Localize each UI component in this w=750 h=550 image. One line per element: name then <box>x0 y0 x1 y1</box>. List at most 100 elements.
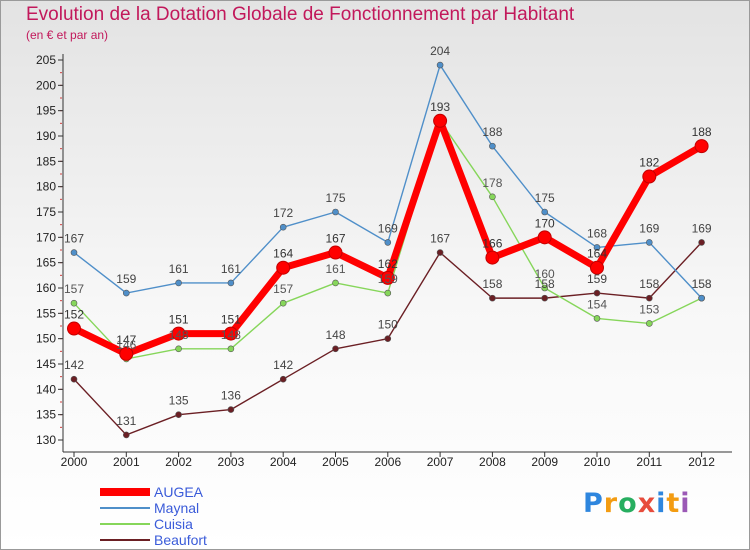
series-point-beaufort <box>698 239 705 246</box>
y-tick-label: 180 <box>36 180 56 194</box>
series-point-augea <box>171 326 186 341</box>
x-tick-label: 2003 <box>218 455 245 469</box>
data-label-beaufort: 158 <box>535 277 555 291</box>
chart-subtitle: (en € et par an) <box>26 28 109 42</box>
data-label-beaufort: 159 <box>587 272 607 286</box>
logo-letter: P <box>583 488 604 519</box>
series-point-augea <box>485 250 500 265</box>
series-point-maynal <box>279 223 287 231</box>
logo-letter: o <box>618 488 638 519</box>
legend-label-maynal: Maynal <box>154 500 200 516</box>
data-label-cuisia: 148 <box>221 328 241 342</box>
x-tick-label: 2012 <box>688 455 715 469</box>
series-point-cuisia <box>541 284 549 292</box>
y-tick-label: 190 <box>36 129 56 143</box>
series-point-augea <box>590 260 604 275</box>
series-point-augea <box>433 113 448 128</box>
logo-letter: t <box>666 488 681 519</box>
data-label-beaufort: 158 <box>482 277 502 291</box>
logo-letter: i <box>680 488 691 519</box>
series-point-augea <box>380 270 395 285</box>
series-point-maynal <box>593 244 601 251</box>
data-label-maynal: 169 <box>378 221 398 235</box>
data-label-maynal: 161 <box>221 262 241 276</box>
legend-label-augea: AUGEA <box>154 484 204 500</box>
legend-swatch-augea <box>100 488 150 496</box>
series-point-cuisia <box>332 279 339 287</box>
data-label-beaufort: 158 <box>639 277 659 291</box>
logo-letter: r <box>603 488 619 519</box>
data-label-cuisia: 193 <box>430 100 450 114</box>
data-label-augea: 151 <box>169 313 189 327</box>
y-tick-label: 170 <box>36 230 56 244</box>
x-tick-label: 2006 <box>374 455 401 469</box>
y-tick-label: 185 <box>36 154 56 168</box>
series-point-beaufort <box>645 294 653 302</box>
data-label-maynal: 169 <box>639 221 659 235</box>
series-point-augea <box>537 230 552 245</box>
legend-swatch-maynal <box>100 507 150 509</box>
x-tick-label: 2002 <box>165 455 192 469</box>
data-label-beaufort: 148 <box>325 328 345 342</box>
data-label-augea: 193 <box>430 100 450 114</box>
data-label-beaufort: 136 <box>221 389 241 403</box>
y-tick-label: 175 <box>36 205 56 219</box>
data-label-cuisia: 159 <box>378 272 398 286</box>
data-label-maynal: 188 <box>482 125 502 139</box>
legend-item-cuisia: Cuisia <box>100 516 300 532</box>
data-label-cuisia: 146 <box>116 338 136 352</box>
x-tick-label: 2009 <box>531 455 558 469</box>
data-label-cuisia: 148 <box>169 328 189 342</box>
data-label-maynal: 204 <box>430 44 450 58</box>
data-label-maynal: 172 <box>273 206 293 220</box>
y-tick-label: 135 <box>36 408 56 422</box>
series-point-maynal <box>123 289 130 297</box>
series-point-maynal <box>489 142 496 150</box>
series-point-beaufort <box>436 249 444 256</box>
x-tick-label: 2000 <box>61 455 88 469</box>
data-label-maynal: 175 <box>325 191 345 205</box>
y-tick-label: 130 <box>36 433 56 447</box>
data-label-cuisia: 154 <box>587 297 607 311</box>
y-tick-label: 165 <box>36 256 56 270</box>
series-point-beaufort <box>123 431 130 439</box>
data-label-augea: 152 <box>64 308 84 322</box>
series-point-augea <box>223 326 238 341</box>
series-point-cuisia <box>593 315 601 322</box>
chart-legend: AUGEA Maynal Cuisia Beaufort <box>100 484 300 548</box>
series-point-maynal <box>384 239 392 246</box>
y-tick-label: 145 <box>36 357 56 371</box>
series-point-cuisia <box>175 345 182 353</box>
y-tick-label: 200 <box>36 78 56 92</box>
data-label-augea: 167 <box>325 232 345 246</box>
x-tick-label: 2004 <box>270 455 297 469</box>
chart-title: Evolution de la Dotation Globale de Fonc… <box>26 4 575 25</box>
y-tick-label: 150 <box>36 332 56 346</box>
proxiti-logo: Proxiti <box>583 488 691 519</box>
data-label-cuisia: 161 <box>325 262 345 276</box>
series-point-beaufort <box>593 289 601 297</box>
y-tick-label: 140 <box>36 382 56 396</box>
x-tick-label: 2011 <box>636 455 662 469</box>
data-label-maynal: 175 <box>535 191 555 205</box>
series-point-cuisia <box>645 320 653 327</box>
series-point-maynal <box>645 239 653 246</box>
legend-item-augea: AUGEA <box>100 484 300 500</box>
logo-letter: i <box>656 488 667 519</box>
series-point-augea <box>642 169 657 184</box>
data-label-augea: 170 <box>535 216 555 230</box>
data-label-beaufort: 135 <box>169 394 189 408</box>
series-point-maynal <box>175 279 182 287</box>
legend-label-cuisia: Cuisia <box>154 516 193 532</box>
data-label-maynal: 167 <box>64 232 84 246</box>
data-label-augea: 164 <box>587 247 607 261</box>
data-label-cuisia: 157 <box>64 282 84 296</box>
series-point-beaufort <box>227 406 235 413</box>
data-label-beaufort: 131 <box>116 414 136 428</box>
legend-swatch-beaufort <box>100 539 150 541</box>
y-tick-label: 195 <box>36 104 56 118</box>
series-point-cuisia <box>227 345 235 353</box>
series-point-beaufort <box>541 294 549 302</box>
data-label-cuisia: 160 <box>535 267 555 281</box>
